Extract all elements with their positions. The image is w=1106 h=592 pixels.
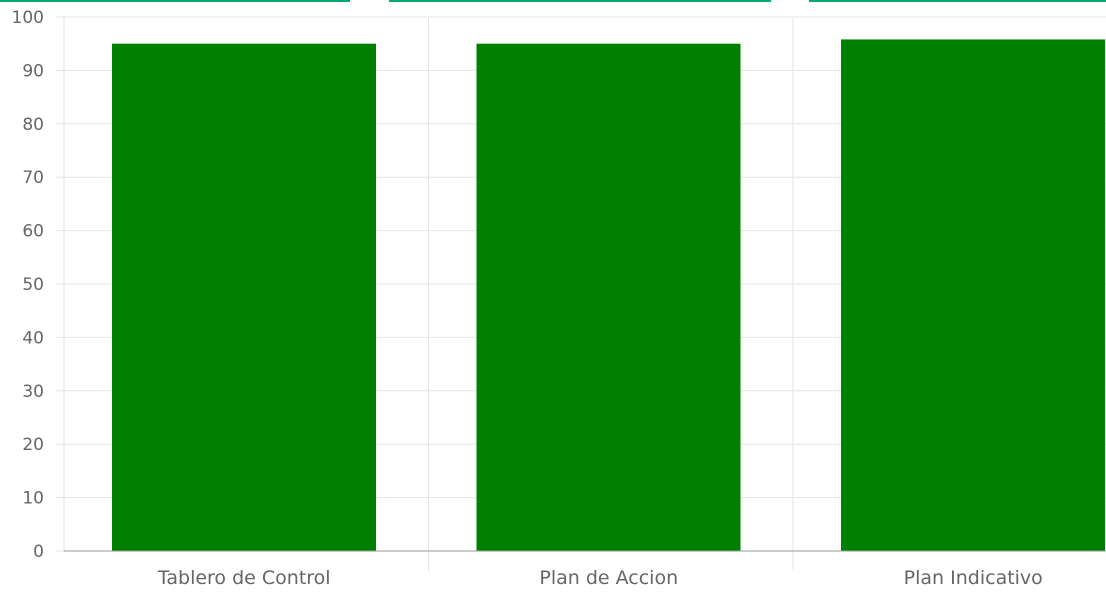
header-accent-strips xyxy=(0,0,1106,4)
bar xyxy=(841,39,1105,551)
bars xyxy=(112,39,1105,551)
x-category-label: Plan Indicativo xyxy=(904,567,1043,589)
bar xyxy=(476,43,741,551)
y-tick-label: 80 xyxy=(22,115,44,135)
y-tick-labels: 0 10 20 30 40 50 60 70 80 90 100 xyxy=(12,8,44,562)
y-tick-label: 10 xyxy=(22,489,44,509)
x-category-label: Plan de Accion xyxy=(539,567,678,589)
y-tick-label: 60 xyxy=(22,222,44,242)
axes xyxy=(63,17,1106,552)
bar xyxy=(112,43,376,551)
y-tick-label: 40 xyxy=(22,328,44,348)
accent-strip-3 xyxy=(809,0,1106,2)
y-tick-label: 50 xyxy=(22,275,44,295)
x-category-label: Tablero de Control xyxy=(157,567,331,589)
y-tick-label: 30 xyxy=(22,382,44,402)
accent-strip-2 xyxy=(389,0,771,2)
y-tick-label: 20 xyxy=(22,435,44,455)
x-category-labels: Tablero de Control Plan de Accion Plan Ind… xyxy=(157,567,1043,589)
y-tick-label: 70 xyxy=(22,168,44,188)
y-tick-label: 100 xyxy=(12,8,44,28)
y-tick-label: 90 xyxy=(22,61,44,81)
accent-strip-1 xyxy=(0,0,350,2)
y-tick-label: 0 xyxy=(33,542,44,562)
